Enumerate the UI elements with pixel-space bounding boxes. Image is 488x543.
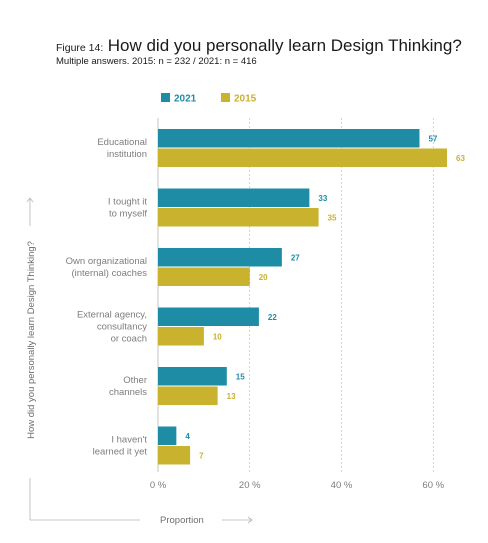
bar-2021-2 bbox=[158, 248, 282, 267]
legend-swatch-2015 bbox=[221, 93, 230, 102]
bar-2021-0 bbox=[158, 129, 420, 148]
bar-2015-4 bbox=[158, 386, 218, 405]
bar-2021-1 bbox=[158, 188, 310, 207]
figure-number: Figure 14: bbox=[56, 42, 104, 54]
category-label: Educational bbox=[97, 137, 147, 148]
category-label: or coach bbox=[111, 334, 147, 345]
bar-2015-1 bbox=[158, 208, 319, 227]
category-label: to myself bbox=[109, 209, 147, 220]
value-label-2021: 22 bbox=[268, 313, 277, 322]
bar-2015-2 bbox=[158, 267, 250, 286]
category-label: channels bbox=[109, 387, 147, 398]
x-tick-label: 0 % bbox=[150, 480, 167, 491]
category-label: I tought it bbox=[108, 197, 147, 208]
x-tick-label: 40 % bbox=[331, 480, 353, 491]
chart-subtitle: Multiple answers. 2015: n = 232 / 2021: … bbox=[56, 56, 257, 67]
value-label-2015: 20 bbox=[259, 273, 268, 282]
legend-label-2021: 2021 bbox=[174, 94, 197, 105]
category-label: I haven't bbox=[111, 435, 147, 446]
value-label-2015: 63 bbox=[456, 154, 465, 163]
figure-title: Figure 14: How did you personally learn … bbox=[56, 36, 462, 56]
category-label: learned it yet bbox=[93, 447, 148, 458]
value-label-2015: 7 bbox=[199, 451, 204, 460]
chart-title: How did you personally learn Design Thin… bbox=[107, 36, 462, 55]
value-label-2015: 13 bbox=[227, 392, 236, 401]
value-label-2021: 27 bbox=[291, 253, 300, 262]
bar-2015-5 bbox=[158, 446, 191, 465]
value-label-2021: 57 bbox=[428, 134, 437, 143]
category-label: External agency, bbox=[77, 310, 147, 321]
value-label-2015: 10 bbox=[213, 332, 222, 341]
value-label-2015: 35 bbox=[328, 213, 337, 222]
bar-2021-3 bbox=[158, 307, 259, 326]
category-label: consultancy bbox=[97, 322, 147, 333]
x-axis-arrow-head bbox=[247, 516, 253, 524]
bar-2015-0 bbox=[158, 148, 447, 167]
legend-label-2015: 2015 bbox=[234, 94, 257, 105]
bar-2015-3 bbox=[158, 327, 204, 346]
legend-swatch-2021 bbox=[161, 93, 170, 102]
category-label: Other bbox=[123, 375, 147, 386]
bar-2021-5 bbox=[158, 426, 177, 445]
category-label: (internal) coaches bbox=[71, 268, 147, 279]
category-label: Own organizational bbox=[66, 256, 147, 267]
y-axis-title: How did you personally learn Design Thin… bbox=[26, 241, 37, 439]
y-axis-arrow-head bbox=[26, 197, 34, 203]
category-label: institution bbox=[107, 149, 147, 160]
value-label-2021: 15 bbox=[236, 372, 245, 381]
value-label-2021: 33 bbox=[318, 194, 327, 203]
value-label-2021: 4 bbox=[185, 432, 190, 441]
x-tick-label: 60 % bbox=[422, 480, 444, 491]
x-axis-title: Proportion bbox=[160, 515, 204, 526]
bar-2021-4 bbox=[158, 367, 227, 386]
x-tick-label: 20 % bbox=[239, 480, 261, 491]
